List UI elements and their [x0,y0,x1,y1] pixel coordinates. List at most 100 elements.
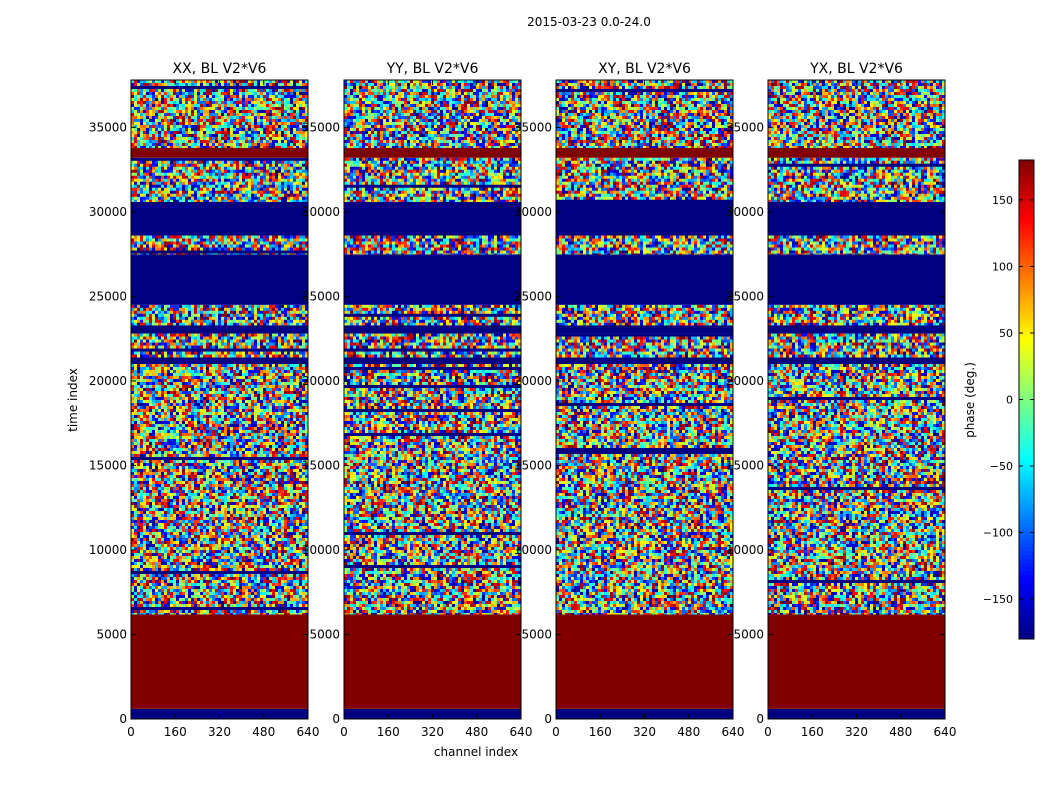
heatmap-cell [290,544,294,548]
heatmap-cell [263,553,267,557]
heatmap-cell [200,454,204,458]
heatmap-cell [176,373,180,377]
heatmap-cell [200,511,204,515]
heatmap-cell [194,574,198,578]
heatmap-cell [137,604,141,608]
heatmap-cell [251,562,255,566]
heatmap-cell [248,403,252,407]
heatmap-cell [176,490,180,494]
heatmap-cell [185,457,189,461]
heatmap-cell [200,373,204,377]
heatmap-cell [293,463,297,467]
heatmap-cell [305,598,308,602]
heatmap-cell [260,574,264,578]
heatmap-cell [275,391,279,395]
heatmap-cell [176,451,180,455]
heatmap-cell [161,511,165,515]
heatmap-cell [152,427,156,431]
heatmap-cell [134,373,138,377]
heatmap-cell [215,364,219,368]
heatmap-cell [263,499,267,503]
heatmap-cell [251,505,255,509]
heatmap-cell [278,412,282,416]
heatmap-cell [218,388,222,392]
heatmap-cell [170,595,174,599]
heatmap-cell [290,427,294,431]
heatmap-cell [179,421,183,425]
heatmap-cell [260,556,264,560]
heatmap-cell [161,367,165,371]
heatmap-cell [278,367,282,371]
heatmap-cell [164,607,168,611]
heatmap-cell [188,457,192,461]
heatmap-cell [275,376,279,380]
heatmap-cell [131,385,135,389]
heatmap-cell [209,499,213,503]
heatmap-cell [218,535,222,539]
heatmap-cell [140,610,144,614]
heatmap-cell [296,454,300,458]
heatmap-cell [302,451,306,455]
heatmap-cell [167,394,171,398]
heatmap-cell [188,508,192,512]
heatmap-cell [179,544,183,548]
heatmap-cell [275,406,279,410]
heatmap-cell [284,577,288,581]
heatmap-cell [230,412,234,416]
heatmap-cell [293,532,297,536]
heatmap-cell [188,460,192,464]
heatmap-cell [170,391,174,395]
heatmap-cell [137,565,141,569]
heatmap-cell [272,490,276,494]
heatmap-cell [185,430,189,434]
heatmap-cell [305,547,308,551]
heatmap-cell [260,400,264,404]
heatmap-cell [299,490,303,494]
heatmap-cell [215,526,219,530]
heatmap-cell [191,553,195,557]
heatmap-cell [134,601,138,605]
heatmap-cell [233,559,237,563]
heatmap-cell [296,556,300,560]
heatmap-cell [140,601,144,605]
heatmap-cell [200,409,204,413]
heatmap-cell [281,397,285,401]
heatmap-cell [242,586,246,590]
heatmap-cell [257,520,261,524]
heatmap-cell [257,478,261,482]
heatmap-cell [272,592,276,596]
heatmap-cell [239,433,243,437]
heatmap-cell [200,520,204,524]
heatmap-cell [218,499,222,503]
heatmap-cell [263,457,267,461]
heatmap-cell [296,613,300,615]
heatmap-cell [209,556,213,560]
heatmap-cell [287,502,291,506]
heatmap-cell [134,333,138,337]
heatmap-cell [260,418,264,422]
heatmap-cell [233,463,237,467]
heatmap-cell [134,463,138,467]
heatmap-cell [131,415,135,419]
heatmap-cell [203,424,207,428]
heatmap-cell [131,409,135,413]
heatmap-cell [182,496,186,500]
heatmap-cell [179,457,183,461]
heatmap-cell [143,397,147,401]
heatmap-cell [215,391,219,395]
heatmap-cell [215,565,219,569]
heatmap-cell [227,385,231,389]
heatmap-cell [218,571,222,575]
heatmap-cell [254,457,258,461]
heatmap-cell [230,481,234,485]
heatmap-cell [254,442,258,446]
heatmap-cell [254,415,258,419]
heatmap-cell [194,547,198,551]
heatmap-cell [227,592,231,596]
heatmap-cell [227,529,231,533]
heatmap-cell [188,520,192,524]
heatmap-cell [137,415,141,419]
heatmap-cell [143,442,147,446]
heatmap-cell [284,598,288,602]
heatmap-cell [164,577,168,581]
